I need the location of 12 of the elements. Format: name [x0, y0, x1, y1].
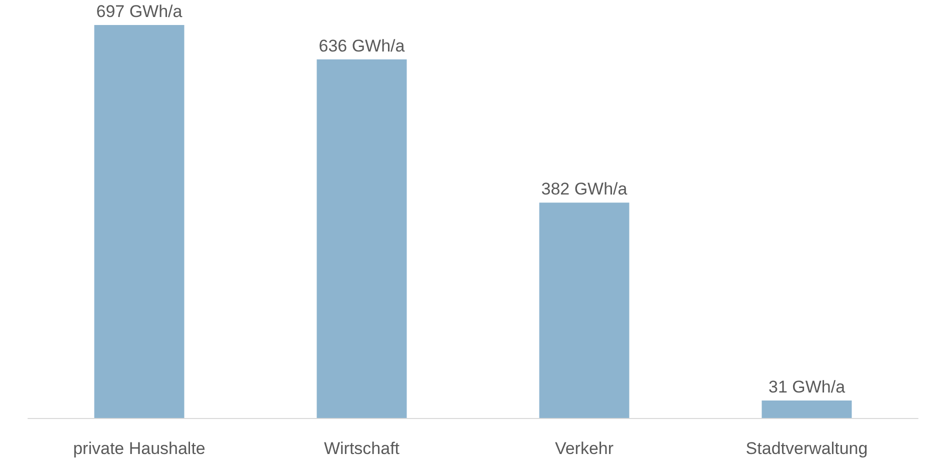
- x-tick-label: private Haushalte: [73, 439, 206, 458]
- bar: [94, 25, 184, 418]
- bar: [762, 400, 852, 418]
- bar: [539, 202, 630, 418]
- x-tick-label: Wirtschaft: [324, 439, 400, 458]
- data-label: 382 GWh/a: [541, 180, 628, 199]
- data-label: 697 GWh/a: [96, 2, 183, 21]
- x-tick-label: Stadtverwaltung: [746, 439, 868, 458]
- data-label: 636 GWh/a: [318, 36, 406, 56]
- data-label: 31 GWh/a: [768, 378, 846, 397]
- bar: [316, 59, 407, 418]
- x-tick-label: Verkehr: [554, 439, 614, 458]
